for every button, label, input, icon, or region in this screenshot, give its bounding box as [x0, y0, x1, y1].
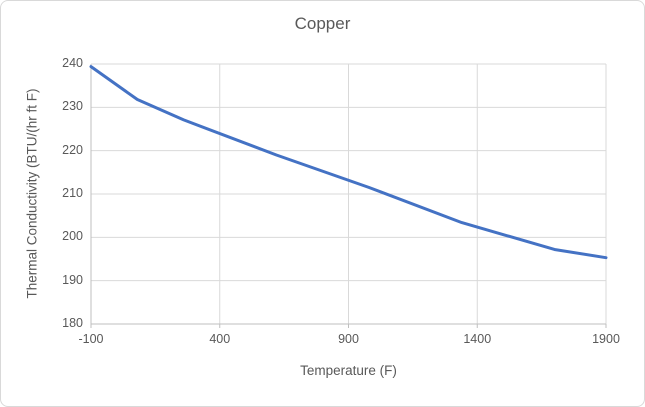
- copper-series-line: [89, 65, 608, 260]
- x-tick-label: 400: [209, 332, 231, 346]
- y-tick-label: 230: [62, 99, 83, 114]
- x-tick-label: 900: [338, 332, 359, 346]
- series-line: [89, 65, 608, 260]
- chart-title: Copper: [294, 14, 351, 33]
- y-tick-label: 190: [62, 272, 83, 287]
- y-tick-label: 180: [62, 316, 83, 330]
- axis-lines: [90, 64, 607, 328]
- y-tick-label: 210: [62, 186, 83, 200]
- gridlines: [91, 63, 607, 324]
- x-axis-title: Temperature (F): [300, 363, 397, 378]
- y-tick-label: 200: [62, 229, 83, 244]
- y-tick-label: 220: [62, 142, 83, 157]
- x-tick-label: -100: [78, 332, 104, 346]
- x-tick-label: 1900: [592, 332, 620, 346]
- y-tick-label: 240: [62, 56, 83, 70]
- x-tick-label: 1400: [463, 332, 492, 346]
